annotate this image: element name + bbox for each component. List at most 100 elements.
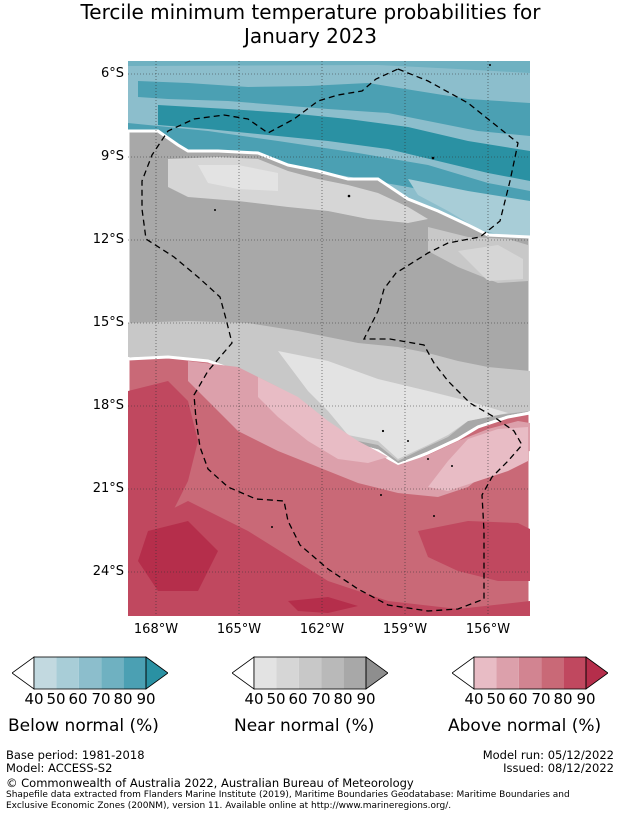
colorbar-tick: 80 — [113, 690, 133, 708]
colorbar-swatch — [321, 657, 344, 689]
colorbar-swatch — [56, 657, 79, 689]
colorbar-title-near: Near normal (%) — [234, 716, 375, 736]
colorbar-tick: 60 — [288, 690, 308, 708]
colorbar-swatch — [101, 657, 124, 689]
colorbar-swatch — [541, 657, 564, 689]
colorbar-end-high — [585, 656, 609, 690]
colorbar-tick: 70 — [531, 690, 551, 708]
above-normal-band — [128, 501, 530, 616]
colorbar-swatch — [496, 657, 519, 689]
colorbar-below — [11, 656, 169, 694]
below-normal-band — [128, 61, 530, 73]
islands — [214, 64, 491, 528]
island-marker — [381, 429, 385, 433]
lon-label: 159°W — [382, 622, 428, 637]
issued-date: Issued: 08/12/2022 — [503, 761, 614, 775]
colorbar-above — [451, 656, 609, 694]
island-marker — [451, 465, 453, 467]
near-normal-band — [458, 245, 523, 281]
forecast-map — [128, 61, 530, 616]
colorbar-above-svg — [451, 656, 609, 690]
colorbar-tick: 90 — [136, 690, 156, 708]
colorbar-tick: 50 — [266, 690, 286, 708]
colorbar-tick: 40 — [24, 690, 44, 708]
colorbar-outline — [473, 656, 587, 690]
map-title-line2: January 2023 — [243, 24, 378, 48]
island-marker — [214, 209, 216, 211]
above-normal-band — [128, 381, 198, 541]
colorbar-outline — [33, 656, 147, 690]
colorbar-end-high — [145, 656, 169, 690]
shapefile-credit: Shapefile data extracted from Flanders M… — [6, 790, 606, 812]
colorbar-swatch — [78, 657, 102, 689]
map-title: Tercile minimum temperature probabilitie… — [0, 0, 621, 48]
colorbar-end-low — [11, 656, 35, 690]
above-normal-band — [418, 521, 530, 581]
model-name: Model: ACCESS-S2 — [6, 761, 113, 775]
near-normal-band — [198, 165, 278, 191]
lon-label: 168°W — [133, 622, 179, 637]
graticule — [128, 61, 530, 616]
colorbar-end-low — [231, 656, 255, 690]
colorbar-swatch — [123, 657, 146, 689]
copyright: © Commonwealth of Australia 2022, Austra… — [6, 776, 414, 790]
shapefile-credit-line2: Exclusive Economic Zones (200NM), versio… — [6, 801, 452, 811]
colorbar-swatch — [474, 657, 497, 689]
colorbar-end-low — [451, 656, 475, 690]
colorbar-swatch — [254, 657, 277, 689]
colorbar-title-below: Below normal (%) — [8, 716, 159, 736]
island-marker — [433, 515, 435, 517]
model-run: Model run: 05/12/2022 — [482, 748, 614, 762]
footer-right: Model run: 05/12/2022 Issued: 08/12/2022 — [483, 749, 614, 775]
eez-boundary — [141, 68, 523, 612]
island-marker — [431, 156, 435, 160]
map-title-line1: Tercile minimum temperature probabilitie… — [80, 0, 541, 24]
lat-label: 12°S — [92, 232, 124, 247]
colorbar-tick: 50 — [486, 690, 506, 708]
colorbar-tick: 60 — [508, 690, 528, 708]
colorbar-swatch — [276, 657, 299, 689]
colorbar-tick: 90 — [576, 690, 596, 708]
island-marker — [380, 494, 382, 496]
colorbar-tick: 40 — [244, 690, 264, 708]
colorbar-swatch — [343, 657, 366, 689]
lat-label: 18°S — [92, 398, 124, 413]
colorbar-swatch — [298, 657, 322, 689]
above-normal-band — [258, 377, 388, 463]
shapefile-credit-line1: Shapefile data extracted from Flanders M… — [6, 790, 570, 800]
lon-label: 162°W — [299, 622, 345, 637]
below-normal-band — [408, 179, 530, 241]
lat-label: 15°S — [92, 315, 124, 330]
lon-label: 156°W — [465, 622, 511, 637]
colorbar-below-svg — [11, 656, 169, 690]
colorbar-swatch — [563, 657, 586, 689]
footer-left: Base period: 1981-2018 Model: ACCESS-S2 — [6, 749, 145, 775]
island-marker — [427, 458, 429, 460]
colorbar-near — [231, 656, 389, 694]
near-normal-band — [278, 351, 508, 459]
colorbar-tick: 70 — [311, 690, 331, 708]
above-normal-band — [138, 521, 218, 591]
below-normal-band — [158, 105, 530, 181]
colorbar-tick: 80 — [553, 690, 573, 708]
lon-label: 165°W — [216, 622, 262, 637]
island-marker — [489, 64, 491, 66]
above-normal-band — [428, 427, 528, 491]
colorbar-swatch — [518, 657, 542, 689]
colorbar-swatch — [34, 657, 57, 689]
lat-label: 9°S — [100, 149, 124, 164]
forecast-map-svg — [128, 61, 530, 616]
colorbar-tick: 60 — [68, 690, 88, 708]
colorbar-title-above: Above normal (%) — [448, 716, 602, 736]
colorbar-outline — [253, 656, 367, 690]
colorbar-tick: 50 — [46, 690, 66, 708]
base-period: Base period: 1981-2018 — [6, 748, 145, 762]
below-normal-band — [138, 81, 530, 136]
colorbar-tick: 80 — [333, 690, 353, 708]
lat-label: 6°S — [100, 66, 124, 81]
colorbar-tick: 70 — [91, 690, 111, 708]
colorbar-near-svg — [231, 656, 389, 690]
colorbar-tick: 90 — [356, 690, 376, 708]
colorbar-end-high — [365, 656, 389, 690]
above-normal-band — [288, 597, 358, 613]
